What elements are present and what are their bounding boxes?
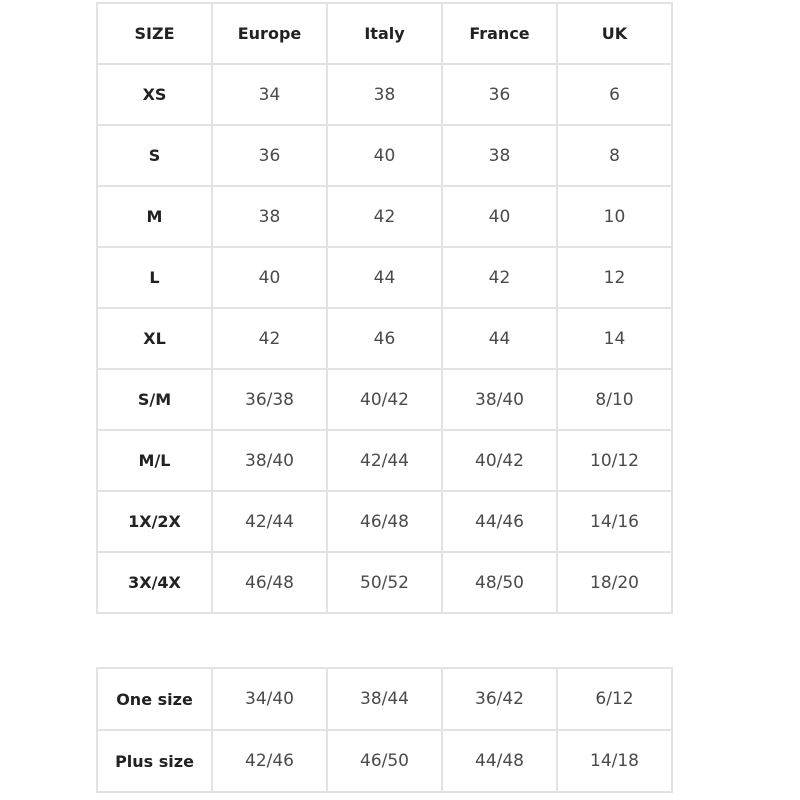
size-value-cell: 10/12 [556, 429, 673, 492]
size-value-cell: 38 [441, 124, 558, 187]
size-label-cell: One size [96, 667, 213, 731]
size-value-cell: 40 [441, 185, 558, 248]
table-row: M 38 42 40 10 [96, 185, 673, 248]
size-value-cell: 44 [326, 246, 443, 309]
size-value-cell: 46 [326, 307, 443, 370]
column-header: SIZE [96, 2, 213, 65]
table-row: Plus size 42/46 46/50 44/48 14/18 [96, 729, 673, 793]
table-row: XS 34 38 36 6 [96, 63, 673, 126]
size-label-cell: 3X/4X [96, 551, 213, 614]
size-label-cell: M/L [96, 429, 213, 492]
size-value-cell: 36 [441, 63, 558, 126]
size-value-cell: 42 [211, 307, 328, 370]
size-value-cell: 38/40 [441, 368, 558, 431]
size-value-cell: 14/18 [556, 729, 673, 793]
column-header: Europe [211, 2, 328, 65]
size-value-cell: 34/40 [211, 667, 328, 731]
size-value-cell: 42/44 [211, 490, 328, 553]
size-value-cell: 36/38 [211, 368, 328, 431]
size-value-cell: 8 [556, 124, 673, 187]
column-header: France [441, 2, 558, 65]
size-value-cell: 46/48 [326, 490, 443, 553]
size-label-cell: S/M [96, 368, 213, 431]
size-chart-table: SIZE Europe Italy France UK XS 34 38 36 6 S 36 40 38 8… [96, 2, 673, 614]
size-value-cell: 42 [441, 246, 558, 309]
special-size-table: One size 34/40 38/44 36/42 6/12 Plus size 42/4… [96, 667, 673, 793]
size-label-cell: 1X/2X [96, 490, 213, 553]
size-value-cell: 50/52 [326, 551, 443, 614]
size-value-cell: 18/20 [556, 551, 673, 614]
size-value-cell: 44/46 [441, 490, 558, 553]
size-value-cell: 34 [211, 63, 328, 126]
size-value-cell: 36/42 [441, 667, 558, 731]
size-value-cell: 44 [441, 307, 558, 370]
size-label-cell: Plus size [96, 729, 213, 793]
table-row: L 40 44 42 12 [96, 246, 673, 309]
size-label-cell: XL [96, 307, 213, 370]
size-value-cell: 40/42 [441, 429, 558, 492]
size-value-cell: 42/44 [326, 429, 443, 492]
table-row: S 36 40 38 8 [96, 124, 673, 187]
header-row: SIZE Europe Italy France UK [96, 2, 673, 65]
column-header: Italy [326, 2, 443, 65]
size-value-cell: 38 [326, 63, 443, 126]
size-value-cell: 40 [326, 124, 443, 187]
size-value-cell: 38 [211, 185, 328, 248]
size-value-cell: 40 [211, 246, 328, 309]
table-row: One size 34/40 38/44 36/42 6/12 [96, 667, 673, 731]
size-value-cell: 46/48 [211, 551, 328, 614]
size-value-cell: 42/46 [211, 729, 328, 793]
size-value-cell: 48/50 [441, 551, 558, 614]
table-row: 1X/2X 42/44 46/48 44/46 14/16 [96, 490, 673, 553]
size-label-cell: L [96, 246, 213, 309]
size-label-cell: M [96, 185, 213, 248]
size-value-cell: 6 [556, 63, 673, 126]
size-value-cell: 42 [326, 185, 443, 248]
table-row: XL 42 46 44 14 [96, 307, 673, 370]
table-row: 3X/4X 46/48 50/52 48/50 18/20 [96, 551, 673, 614]
size-value-cell: 38/44 [326, 667, 443, 731]
table-row: S/M 36/38 40/42 38/40 8/10 [96, 368, 673, 431]
table-row: M/L 38/40 42/44 40/42 10/12 [96, 429, 673, 492]
size-value-cell: 38/40 [211, 429, 328, 492]
size-value-cell: 10 [556, 185, 673, 248]
size-value-cell: 14 [556, 307, 673, 370]
size-label-cell: XS [96, 63, 213, 126]
size-value-cell: 40/42 [326, 368, 443, 431]
size-label-cell: S [96, 124, 213, 187]
column-header: UK [556, 2, 673, 65]
size-value-cell: 36 [211, 124, 328, 187]
size-value-cell: 6/12 [556, 667, 673, 731]
size-value-cell: 14/16 [556, 490, 673, 553]
size-value-cell: 12 [556, 246, 673, 309]
size-value-cell: 44/48 [441, 729, 558, 793]
size-value-cell: 46/50 [326, 729, 443, 793]
size-value-cell: 8/10 [556, 368, 673, 431]
